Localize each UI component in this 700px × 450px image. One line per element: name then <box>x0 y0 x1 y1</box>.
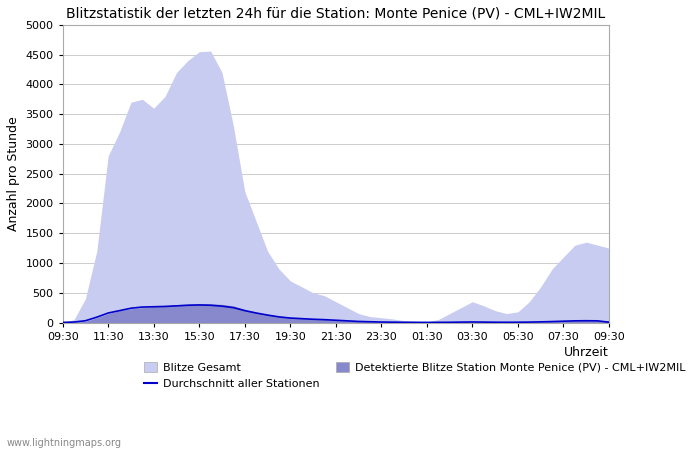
Text: www.lightningmaps.org: www.lightningmaps.org <box>7 438 122 448</box>
Title: Blitzstatistik der letzten 24h für die Station: Monte Penice (PV) - CML+IW2MIL: Blitzstatistik der letzten 24h für die S… <box>66 7 606 21</box>
Text: Uhrzeit: Uhrzeit <box>564 346 609 360</box>
Y-axis label: Anzahl pro Stunde: Anzahl pro Stunde <box>7 117 20 231</box>
Legend: Blitze Gesamt, Durchschnitt aller Stationen, Detektierte Blitze Station Monte Pe: Blitze Gesamt, Durchschnitt aller Statio… <box>139 358 690 393</box>
